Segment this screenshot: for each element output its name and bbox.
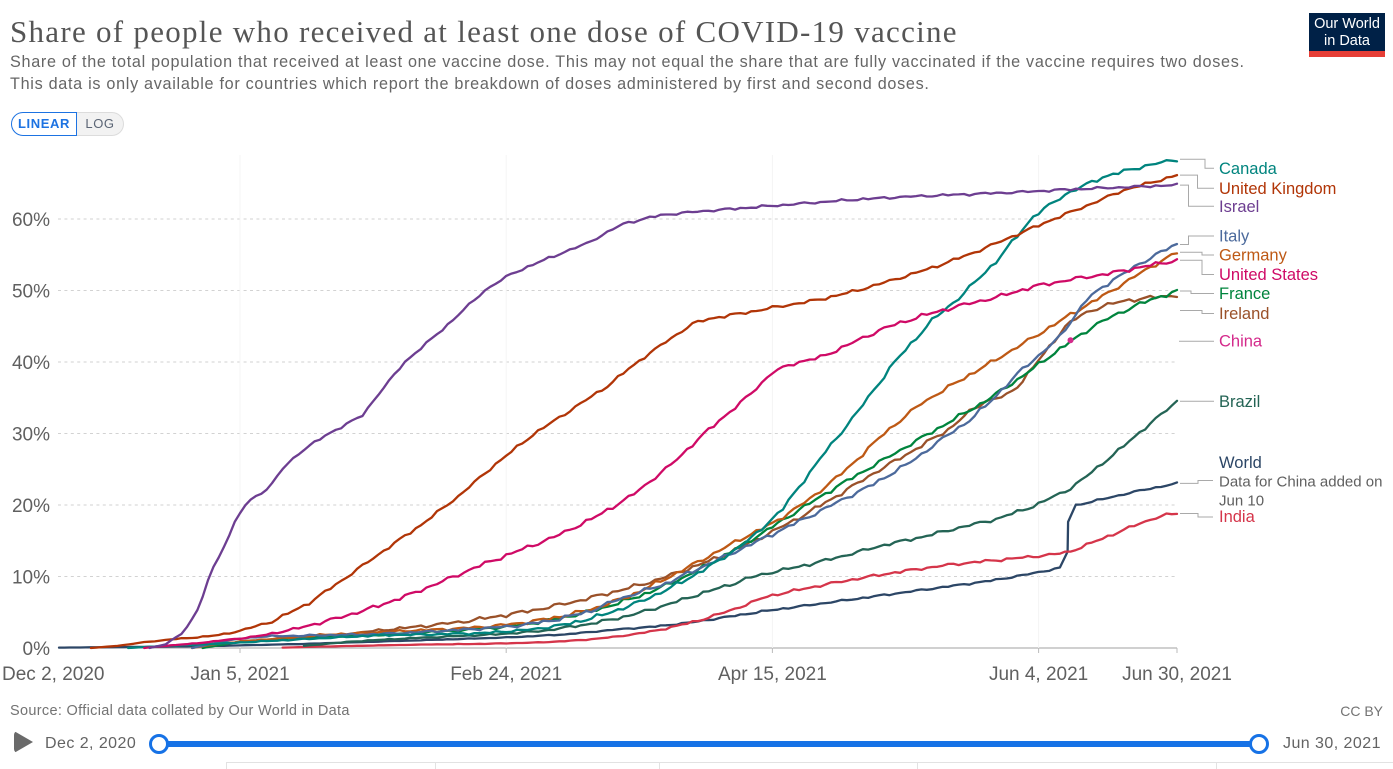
svg-text:10%: 10%	[12, 568, 50, 589]
svg-text:Jun 30, 2021: Jun 30, 2021	[1122, 664, 1232, 685]
svg-text:World: World	[1219, 454, 1262, 472]
svg-text:United Kingdom: United Kingdom	[1219, 180, 1336, 198]
svg-text:Jun 4, 2021: Jun 4, 2021	[989, 664, 1088, 685]
svg-text:Feb 24, 2021: Feb 24, 2021	[450, 664, 562, 685]
svg-text:Brazil: Brazil	[1219, 393, 1260, 411]
svg-text:Jan 5, 2021: Jan 5, 2021	[190, 664, 289, 685]
svg-text:India: India	[1219, 508, 1256, 526]
svg-text:Germany: Germany	[1219, 247, 1288, 265]
svg-text:Apr 15, 2021: Apr 15, 2021	[718, 664, 827, 685]
svg-text:20%: 20%	[12, 496, 50, 517]
svg-text:Ireland: Ireland	[1219, 305, 1269, 323]
svg-text:60%: 60%	[12, 210, 50, 231]
svg-text:0%: 0%	[23, 639, 51, 660]
svg-text:Dec 2, 2020: Dec 2, 2020	[2, 664, 104, 685]
svg-text:United States: United States	[1219, 266, 1318, 284]
svg-text:Data for China added on: Data for China added on	[1219, 474, 1382, 491]
svg-text:Israel: Israel	[1219, 198, 1259, 216]
svg-text:Canada: Canada	[1219, 160, 1278, 178]
svg-text:Italy: Italy	[1219, 228, 1250, 246]
svg-text:30%: 30%	[12, 425, 50, 446]
svg-text:France: France	[1219, 285, 1270, 303]
svg-text:40%: 40%	[12, 353, 50, 374]
svg-text:Jun 10: Jun 10	[1219, 493, 1264, 510]
svg-text:50%: 50%	[12, 282, 50, 303]
svg-text:China: China	[1219, 333, 1263, 351]
